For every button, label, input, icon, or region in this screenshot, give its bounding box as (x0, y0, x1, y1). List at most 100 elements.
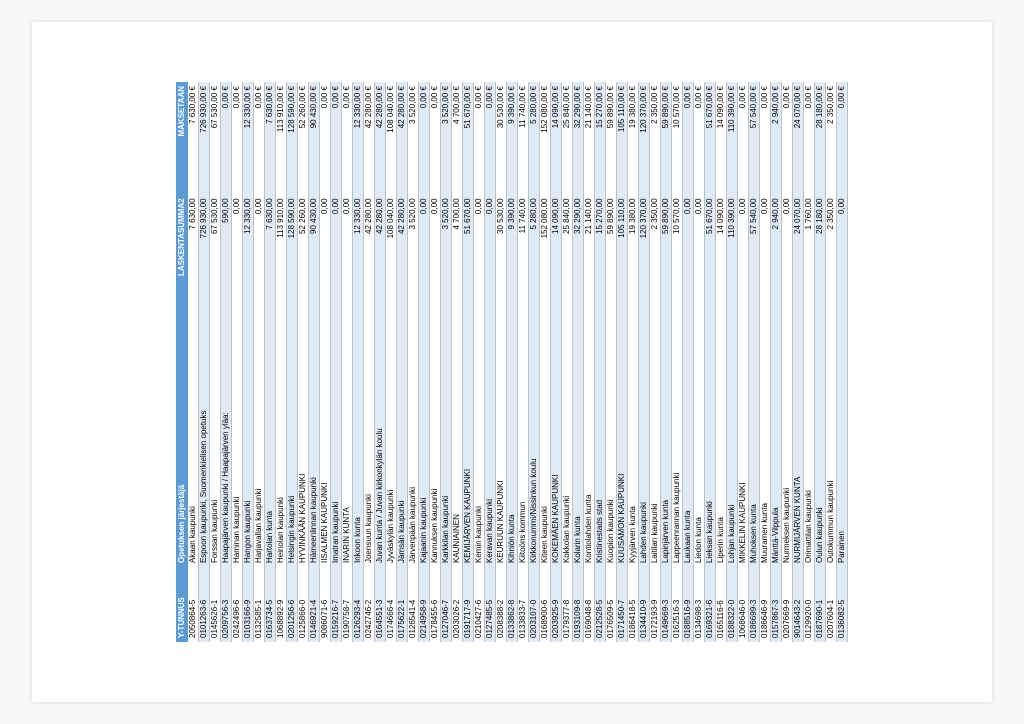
table-row: 0125866-0HYVINKÄÄN KAUPUNKI52 260,0052 2… (298, 82, 309, 642)
cell-org: Espoon kaupunki, Suomenkielisen opetuks (199, 309, 210, 567)
table-row: 0188322-0Lohjan kaupunki110 390,00110 39… (727, 82, 738, 642)
cell-y: 0175622-1 (397, 567, 408, 642)
cell-sum: 0,00 (254, 194, 265, 309)
cell-pay: 0,00 € (683, 82, 694, 194)
table-container: Y-TUNNUSOpetuksen järjestäjäLASKENTASUMM… (176, 82, 848, 642)
table-header: Y-TUNNUSOpetuksen järjestäjäLASKENTASUMM… (176, 82, 188, 642)
cell-sum: 7 630,00 (188, 194, 199, 309)
cell-y: 0201256-6 (287, 567, 298, 642)
cell-org: NURMIJÄRVEN KUNTA (793, 309, 804, 567)
cell-sum: 9 390,00 (507, 194, 518, 309)
cell-pay: 7 630,00 € (188, 82, 199, 194)
cell-org: Muuramen kunta (760, 309, 771, 567)
table-row: 0207604-1Outokummun kaupunki2 350,002 35… (826, 82, 837, 642)
table-row: 0127046-7Karkkilan kaupunki3 520,003 520… (441, 82, 452, 642)
cell-y: 0126541-4 (408, 567, 419, 642)
cell-y: 9014643-2 (793, 567, 804, 642)
cell-y: 0162516-3 (672, 567, 683, 642)
table-row: 0186646-9Muuramen kunta0,000,00 € (760, 82, 771, 642)
table-row: 0186699-3Muhoksen kunta57 540,0057 540,0… (749, 82, 760, 642)
table-row: 0209756-3Haapajärven kaupunki / Haapajär… (221, 82, 232, 642)
cell-org: Akaan kaupunki (188, 309, 199, 567)
cell-y: 0145626-1 (210, 567, 221, 642)
cell-pay: 0,00 € (232, 82, 243, 194)
cell-org: Jämsän kaupunki (397, 309, 408, 567)
cell-sum: 59 890,00 (606, 194, 617, 309)
cell-sum: 14 090,00 (551, 194, 562, 309)
cell-pay: 0,00 € (221, 82, 232, 194)
cell-y: 0159216-7 (331, 567, 342, 642)
cell-org: Haapajärven kaupunki / Haapajärven yläa: (221, 309, 232, 567)
cell-sum: 0,00 (694, 194, 705, 309)
cell-y: 0134410-9 (639, 567, 650, 642)
cell-org: Helsingin kaupunki (287, 309, 298, 567)
cell-pay: 15 270,00 € (595, 82, 606, 194)
table-row: 0129920-0Orimattilan kaupunki1 760,000,0… (804, 82, 815, 642)
table-row: 0212528-5Kristinestads stad15 270,0015 2… (595, 82, 606, 642)
cell-pay: 52 260,00 € (298, 82, 309, 194)
cell-sum: 42 280,00 (364, 194, 375, 309)
table-row: 0127485-5Keravan kaupunki0,000,00 € (485, 82, 496, 642)
table-row: 0210427-6Kemin kaupunki0,000,00 € (474, 82, 485, 642)
cell-y: 0188322-0 (727, 567, 738, 642)
cell-sum: 4 700,00 (452, 194, 463, 309)
table-row: 0169048-8Kontiolahden kunta21 140,0021 1… (584, 82, 595, 642)
cell-org: Harjavallan kaupunki (254, 309, 265, 567)
cell-y: 0203107-0 (529, 567, 540, 642)
cell-pay: 24 070,00 € (793, 82, 804, 194)
col-header-sum: LASKENTASUMMA2 (176, 194, 188, 309)
cell-sum: 2 350,00 (650, 194, 661, 309)
cell-sum: 51 670,00 (705, 194, 716, 309)
cell-pay: 0,00 € (804, 82, 815, 194)
cell-org: Liedon kunta (694, 309, 705, 567)
cell-sum: 15 270,00 (595, 194, 606, 309)
cell-sum: 0,00 (760, 194, 771, 309)
table-row: 2050864-5Akaan kaupunki7 630,007 630,00 … (188, 82, 199, 642)
cell-pay: 11 740,00 € (518, 82, 529, 194)
cell-org: Imatran kaupunki (331, 309, 342, 567)
cell-y: 0186646-9 (760, 567, 771, 642)
cell-sum: 2 350,00 (826, 194, 837, 309)
table-row: 0126541-4Järvenpään kaupunki3 520,003 52… (408, 82, 419, 642)
cell-y: 0179377-8 (562, 567, 573, 642)
cell-pay: 105 110,00 € (617, 82, 628, 194)
cell-org: Kiitoöns kommun (518, 309, 529, 567)
table-row: 0174666-4Jyväskylän kaupunki108 040,0010… (386, 82, 397, 642)
cell-sum: 67 530,00 (210, 194, 221, 309)
cell-pay: 57 540,00 € (749, 82, 760, 194)
cell-y: 0125866-0 (298, 567, 309, 642)
cell-org: Muhoksen kunta (749, 309, 760, 567)
table-row: 0149669-3Lapinjärven kunta59 890,0059 89… (661, 82, 672, 642)
cell-y: 0210427-6 (474, 567, 485, 642)
cell-org: Mänttä-Vilppula (771, 309, 782, 567)
table-row: 0178455-6Kannuksen kaupunki0,000,00 € (430, 82, 441, 642)
cell-sum: 2 940,00 (771, 194, 782, 309)
cell-org: KAUNIAINEN (452, 309, 463, 567)
cell-y: 0168900-6 (540, 567, 551, 642)
cell-pay: 0,00 € (342, 82, 353, 194)
cell-y: 0146921-4 (309, 567, 320, 642)
cell-org: Parainen (837, 309, 848, 567)
cell-pay: 90 430,00 € (309, 82, 320, 194)
cell-sum: 42 280,00 (397, 194, 408, 309)
cell-sum: 0,00 (342, 194, 353, 309)
cell-org: IISALMEN KAUPUNKI (320, 309, 331, 567)
cell-sum: 11 740,00 (518, 194, 529, 309)
cell-org: Kannuksen kaupunki (430, 309, 441, 567)
cell-y: 0203026-2 (452, 567, 463, 642)
cell-pay: 0,00 € (738, 82, 749, 194)
cell-pay: 726 930,00 € (199, 82, 210, 194)
cell-sum: 108 040,00 (386, 194, 397, 309)
table-row: 0146921-4Hämeenlinnan kaupunki90 430,009… (309, 82, 320, 642)
table-row: 0126293-4Inkoon kunta12 330,0012 330,00 … (353, 82, 364, 642)
cell-pay: 67 530,00 € (210, 82, 221, 194)
table-row: 0172193-9Laitilan kaupunki2 350,002 350,… (650, 82, 661, 642)
cell-y: 0178455-6 (430, 567, 441, 642)
cell-pay: 59 890,00 € (661, 82, 672, 194)
cell-y: 0193109-8 (573, 567, 584, 642)
data-table: Y-TUNNUSOpetuksen järjestäjäLASKENTASUMM… (176, 82, 848, 642)
cell-y: 0127485-5 (485, 567, 496, 642)
cell-sum: 110 390,00 (727, 194, 738, 309)
cell-pay: 2 940,00 € (771, 82, 782, 194)
cell-y: 0101263-6 (199, 567, 210, 642)
